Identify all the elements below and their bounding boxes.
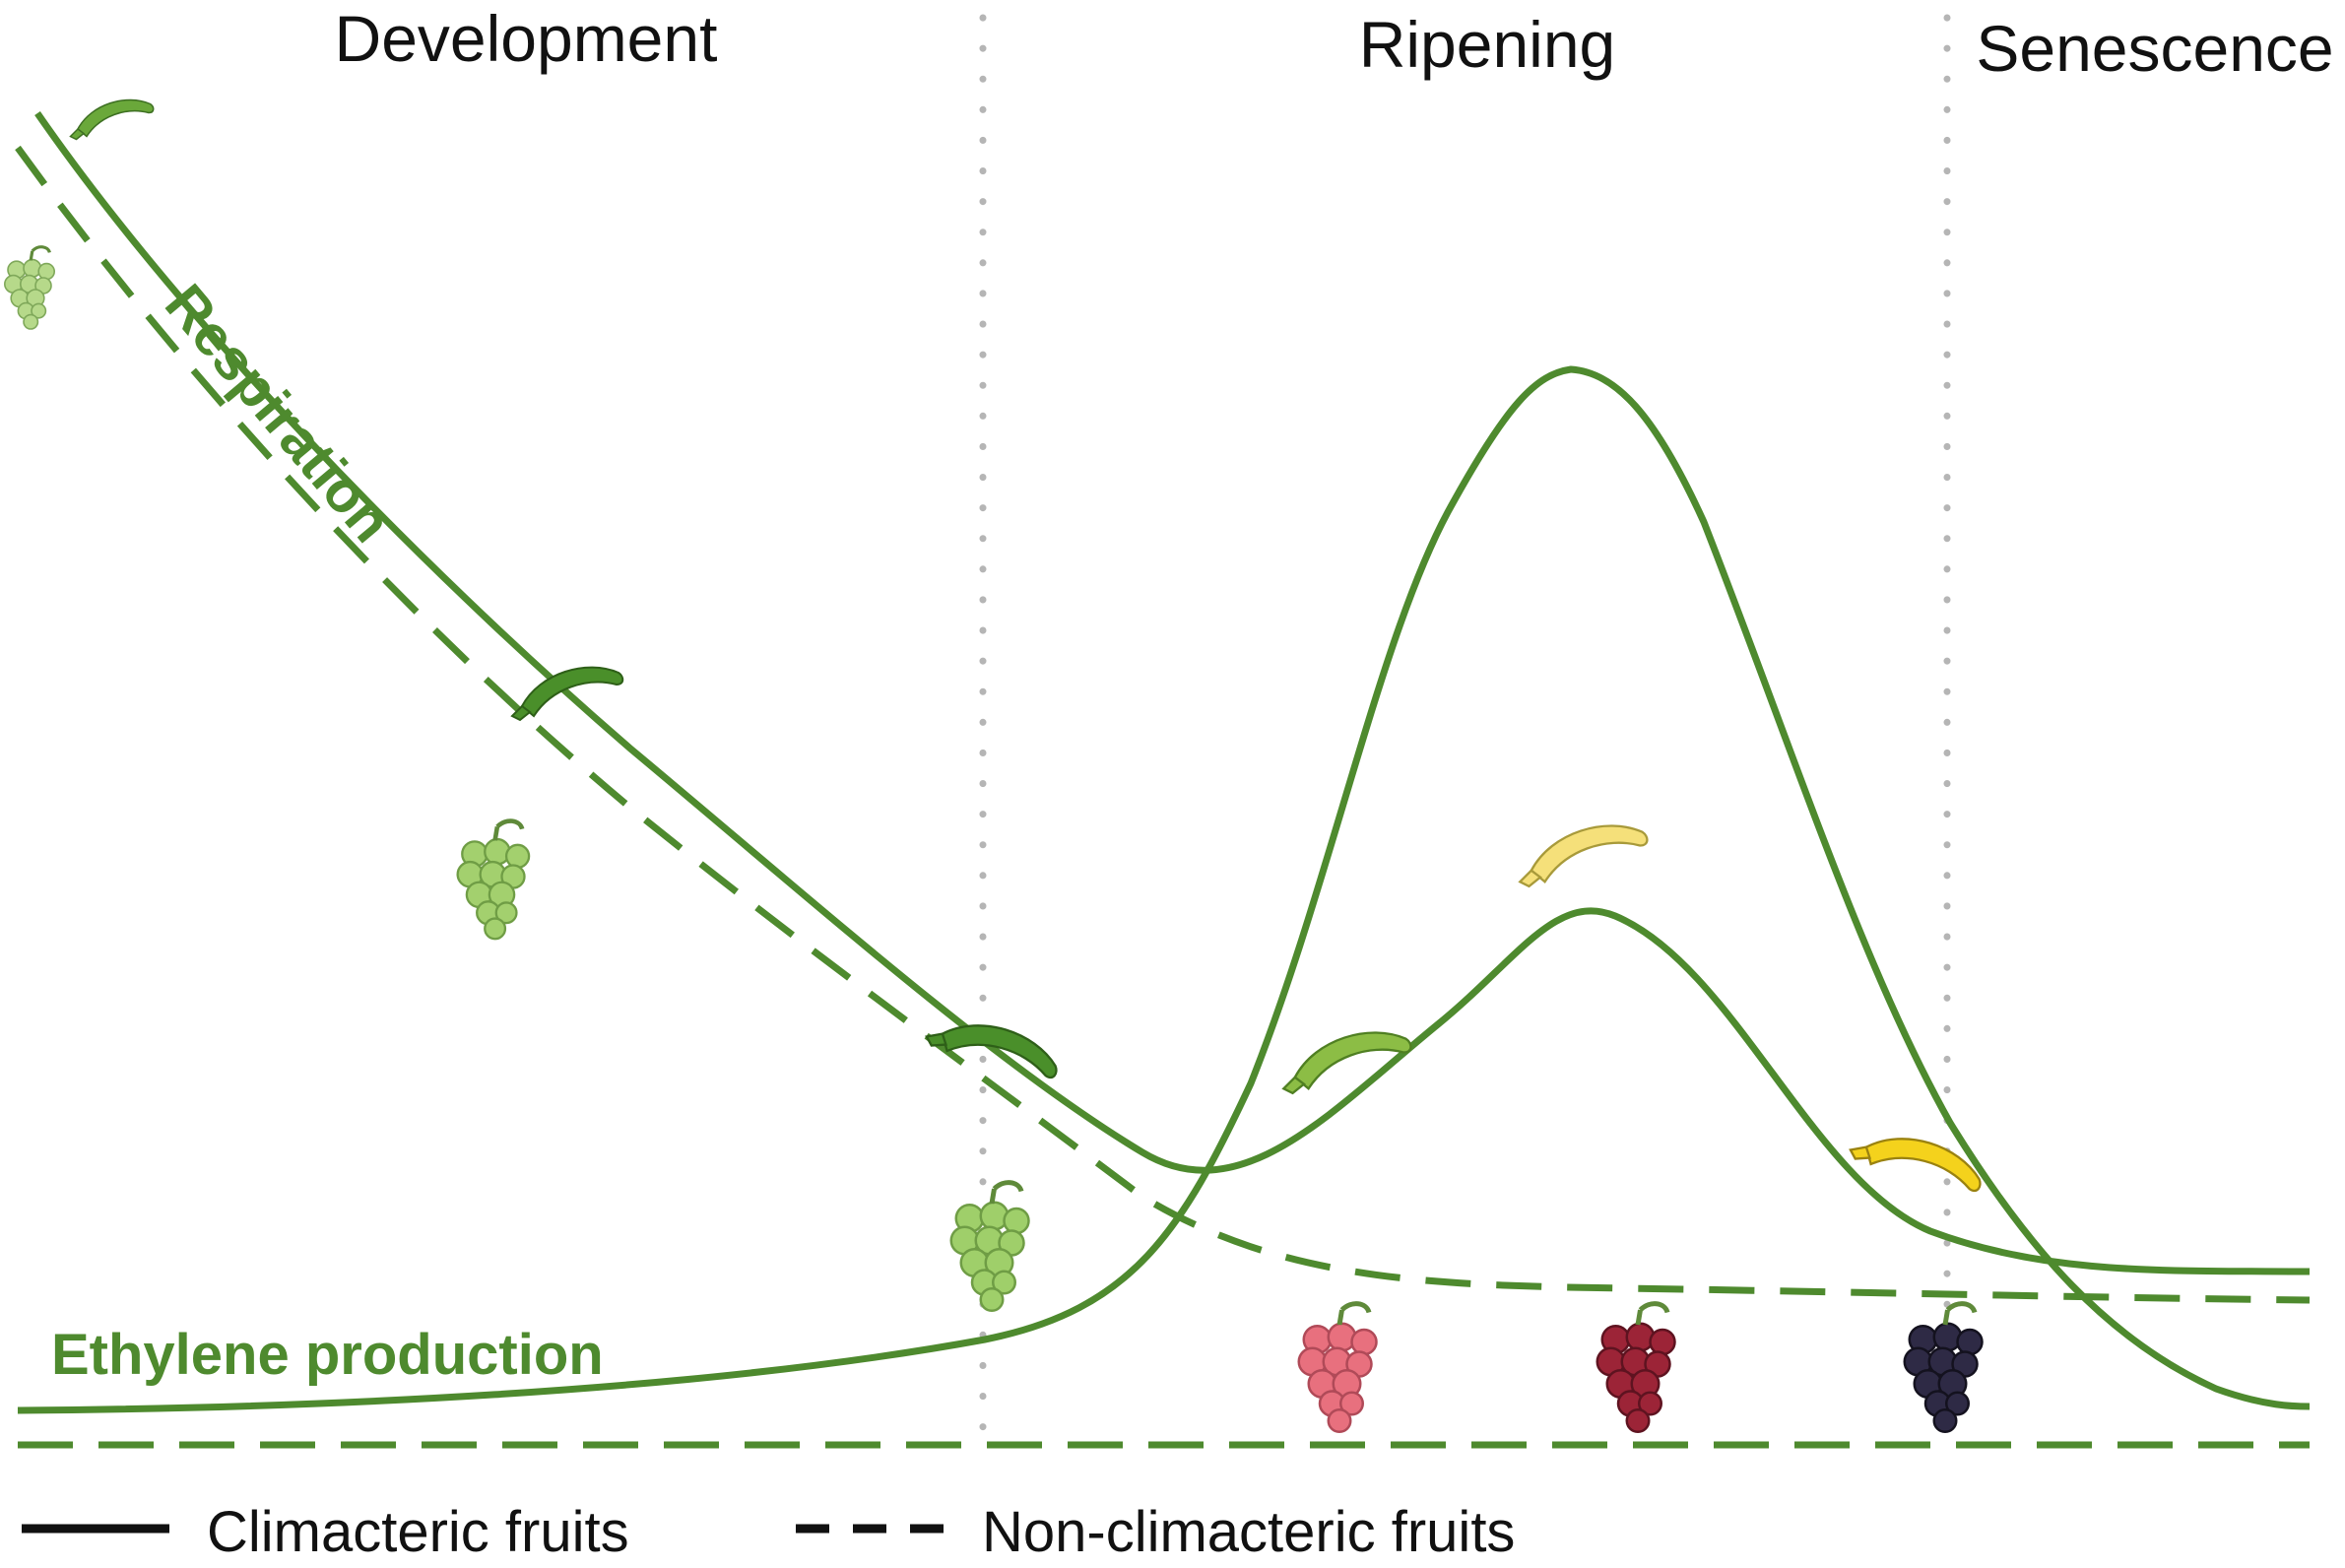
banana-icon — [1847, 1102, 1988, 1228]
banana-icon — [69, 98, 155, 141]
phase-label-senescence: Senescence — [1976, 12, 2333, 85]
phase-label-development: Development — [335, 2, 718, 75]
grape-icon — [1903, 1301, 1984, 1433]
legend-nonclimacteric-label: Non-climacteric fruits — [982, 1500, 1515, 1564]
phase-label-ripening: Ripening — [1359, 8, 1616, 81]
grape-icon — [1297, 1301, 1378, 1433]
respiration-label: Respiration — [153, 273, 404, 555]
grape-icon — [1596, 1301, 1676, 1433]
ethylene-climacteric-curve — [17, 365, 2311, 1414]
grape-icon — [456, 818, 531, 941]
legend: Climacteric fruits Non-climacteric fruit… — [22, 1500, 1515, 1564]
ethylene-production-label: Ethylene production — [51, 1323, 604, 1387]
respiration-climacteric-curve — [34, 111, 2311, 1275]
grape-icon — [949, 1180, 1030, 1312]
banana-icon — [1519, 824, 1649, 888]
respiration-nonclimacteric-curve — [15, 145, 2311, 1304]
grape-icon — [3, 245, 56, 330]
legend-climacteric-label: Climacteric fruits — [207, 1500, 629, 1564]
